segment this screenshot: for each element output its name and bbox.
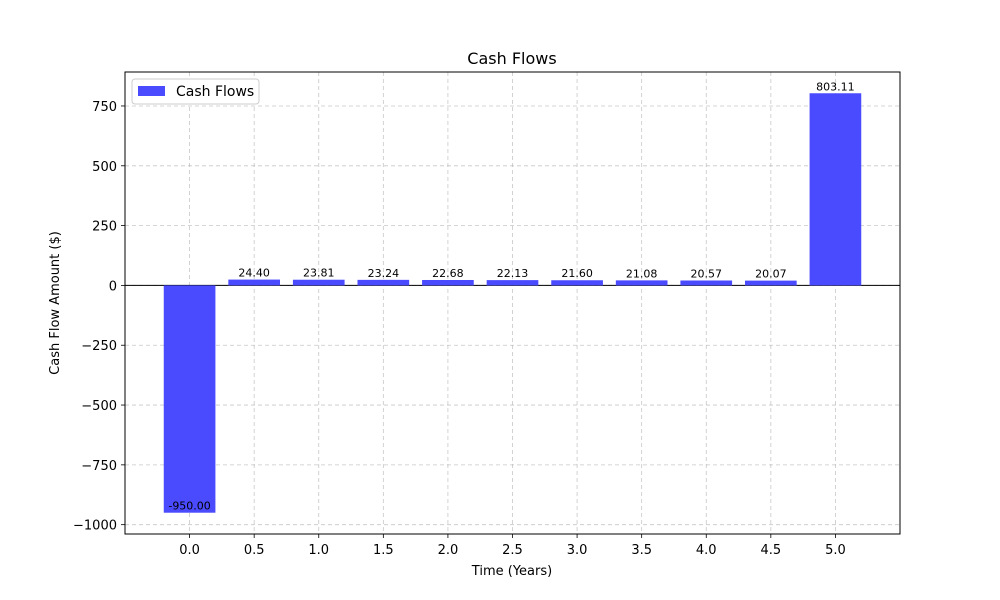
y-tick-label-4: 0 — [109, 279, 117, 294]
y-tick-label-2: −500 — [81, 399, 117, 414]
x-tick-label-3: 1.5 — [373, 543, 394, 558]
x-axis-label: Time (Years) — [471, 564, 552, 579]
bar-value-label-4: 22.68 — [432, 267, 464, 280]
x-tick-label-6: 3.0 — [567, 543, 588, 558]
legend: Cash Flows — [131, 78, 260, 105]
bar-value-label-1: 24.40 — [238, 267, 270, 280]
bar-value-label-6: 21.60 — [561, 267, 593, 280]
bar-value-label-2: 23.81 — [303, 267, 335, 280]
bar-10 — [809, 93, 862, 286]
x-tick-label-10: 5.0 — [825, 543, 846, 558]
x-tick-label-1: 0.5 — [244, 543, 265, 558]
bar-4 — [422, 279, 474, 286]
bar-3 — [357, 279, 410, 286]
bar-value-label-10: 803.11 — [816, 80, 855, 93]
bar-value-label-8: 20.57 — [691, 267, 723, 280]
y-tick-label-7: 750 — [92, 100, 117, 115]
bar-value-label-5: 22.13 — [497, 267, 529, 280]
bar-value-label-0: -950.00 — [168, 500, 210, 513]
y-tick-label-0: −1000 — [73, 519, 117, 534]
y-axis-label: Cash Flow Amount ($) — [48, 231, 63, 375]
x-tick-label-8: 4.0 — [696, 543, 717, 558]
bar-value-label-9: 20.07 — [755, 268, 787, 281]
legend-swatch-cash-flows — [138, 86, 165, 96]
y-axis-ticks: −1000 −750 −500 −250 0 250 500 750 — [73, 100, 125, 534]
bar-8 — [680, 280, 733, 286]
y-tick-label-6: 500 — [92, 160, 117, 175]
bar-5 — [486, 280, 539, 286]
legend-label-cash-flows: Cash Flows — [176, 84, 254, 100]
bar-value-label-3: 23.24 — [368, 267, 400, 280]
y-tick-label-5: 250 — [92, 220, 117, 235]
bars — [163, 93, 862, 513]
x-tick-label-0: 0.0 — [179, 543, 200, 558]
bar-6 — [551, 280, 603, 286]
bar-value-labels: -950.00 24.40 23.81 23.24 22.68 22.13 21.60 21.… — [168, 80, 854, 512]
x-tick-label-7: 3.5 — [631, 543, 652, 558]
y-tick-label-3: −250 — [81, 339, 117, 354]
x-tick-label-2: 1.0 — [308, 543, 329, 558]
x-axis-ticks: 0.0 0.5 1.0 1.5 2.0 2.5 3.0 3.5 4.0 4.5 5.0 — [179, 534, 846, 558]
bar-9 — [745, 280, 797, 286]
bar-7 — [615, 280, 668, 286]
legend-frame — [131, 78, 260, 105]
bar-0 — [163, 285, 216, 513]
bar-1 — [228, 279, 280, 286]
grid — [125, 72, 900, 534]
bar-value-label-7: 21.08 — [626, 267, 658, 280]
x-tick-label-4: 2.0 — [438, 543, 459, 558]
bar-2 — [292, 279, 345, 286]
x-tick-label-9: 4.5 — [760, 543, 781, 558]
x-tick-label-5: 2.5 — [502, 543, 523, 558]
y-tick-label-1: −750 — [81, 459, 117, 474]
chart-title: Cash Flows — [467, 49, 556, 68]
